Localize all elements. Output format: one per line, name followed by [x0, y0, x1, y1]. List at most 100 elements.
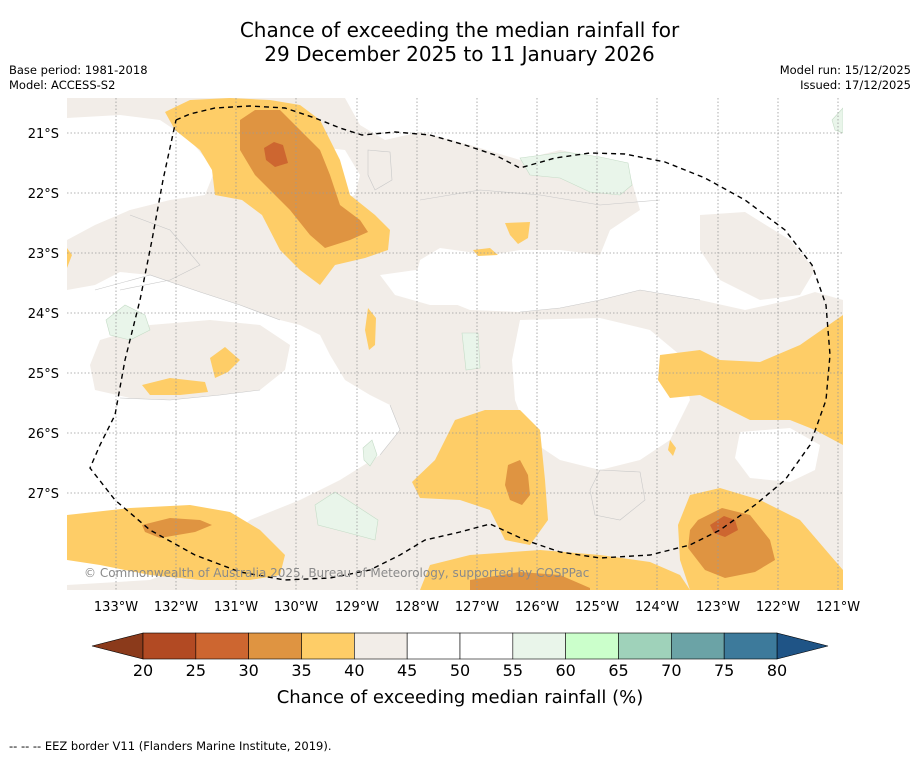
white-pocket-left — [115, 410, 205, 462]
lat-label-21: 21°S — [28, 127, 59, 142]
colorbar-segment — [565, 632, 619, 660]
map-title: Chance of exceeding the median rainfall … — [0, 18, 919, 66]
lon-label-127: 127°W — [455, 600, 499, 615]
colorbar-tick-label: 40 — [344, 661, 364, 680]
lon-label-133: 133°W — [94, 600, 138, 615]
lat-label-23: 23°S — [28, 247, 59, 262]
yellow-patch-2 — [210, 347, 240, 378]
colorbar-tick-label: 25 — [186, 661, 206, 680]
graticule — [67, 98, 843, 590]
colorbar: 20 25 30 35 40 45 50 55 60 65 70 75 80 Chance of exc… — [91, 632, 829, 708]
lat-label-27: 27°S — [28, 487, 59, 502]
map-panel: © Commonwealth of Australia 2025, Bureau… — [67, 98, 843, 590]
eez-border — [89, 105, 831, 581]
colorbar-segment — [459, 632, 514, 660]
yellow-patch-3 — [365, 308, 376, 350]
lon-label-125: 125°W — [575, 600, 619, 615]
lon-label-130: 130°W — [274, 600, 318, 615]
colorbar-labels: 20 25 30 35 40 45 50 55 60 65 70 75 80 — [133, 661, 787, 680]
beige-region-north — [67, 98, 843, 590]
lon-label-121: 121°W — [816, 600, 860, 615]
green-patch-small — [362, 439, 378, 467]
colorbar-tick-label: 35 — [291, 661, 311, 680]
contour-lines — [94, 149, 701, 521]
yellow-patch-1 — [142, 378, 208, 395]
colorbar-segments — [142, 632, 778, 660]
title-line-2: 29 December 2025 to 11 January 2026 — [264, 42, 655, 66]
lon-label-132: 132°W — [154, 600, 198, 615]
dark-orange-north — [264, 142, 288, 167]
yellow-region-south-center — [412, 410, 548, 545]
beige-region-east — [700, 212, 815, 300]
orange-region-south-center — [505, 460, 530, 505]
colorbar-tick-label: 70 — [661, 661, 681, 680]
model-run: Model run: 15/12/2025 — [779, 63, 911, 77]
band-40-45 — [67, 98, 843, 590]
white-pocket-east — [735, 428, 820, 482]
meta-right: Model run: 15/12/2025 Issued: 17/12/2025 — [780, 63, 911, 93]
colorbar-segment — [142, 632, 197, 660]
orange-region-southwest — [142, 518, 212, 538]
longitude-labels: 133°W 132°W 131°W 130°W 129°W 128°W 127°… — [94, 600, 860, 615]
colorbar-segment — [248, 632, 302, 660]
colorbar-segment — [671, 632, 725, 660]
orange-region-southeast — [688, 508, 775, 578]
colorbar-segment — [354, 632, 408, 660]
lat-label-22: 22°S — [28, 187, 59, 202]
white-pocket-middle — [380, 268, 490, 305]
green-patch-west — [105, 304, 151, 341]
green-patch-center — [461, 332, 481, 371]
lon-label-131: 131°W — [214, 600, 258, 615]
lat-label-25: 25°S — [28, 367, 59, 382]
lon-label-128: 128°W — [395, 600, 439, 615]
yellow-region-east — [658, 315, 843, 445]
lon-label-123: 123°W — [696, 600, 740, 615]
yellow-patch-7 — [668, 440, 676, 456]
contour-8 — [119, 214, 201, 291]
colorbar-tick-label: 55 — [503, 661, 523, 680]
colorbar-segment — [406, 632, 461, 660]
colorbar-segment — [195, 632, 249, 660]
colorbar-segment — [301, 632, 355, 660]
orange-region-south — [470, 572, 590, 590]
colorbar-tick-label: 20 — [133, 661, 153, 680]
latitude-labels: 21°S 22°S 23°S 24°S 25°S 26°S 27°S — [28, 127, 59, 502]
colorbar-segment — [723, 632, 778, 660]
contour-1 — [94, 274, 281, 321]
contour-5 — [367, 149, 393, 191]
green-patch-north — [519, 151, 633, 196]
contour-2 — [119, 389, 261, 401]
colorbar-segment — [512, 632, 566, 660]
copyright-text: © Commonwealth of Australia 2025, Bureau… — [84, 566, 589, 580]
green-patch-edge — [831, 107, 843, 134]
colorbar-tick-label: 65 — [608, 661, 628, 680]
colorbar-low-triangle — [91, 632, 144, 660]
colorbar-tick-label: 80 — [767, 661, 787, 680]
footer-note: -- -- -- EEZ border V11 (Flanders Marine… — [9, 739, 332, 753]
contour-4 — [379, 404, 401, 456]
colorbar-title: Chance of exceeding median rainfall (%) — [277, 687, 644, 708]
yellow-patch-4 — [505, 222, 530, 244]
green-patch-south — [314, 491, 379, 541]
band-55-60 — [105, 107, 843, 541]
colorbar-tick-label: 45 — [397, 661, 417, 680]
white-pocket-center — [512, 318, 690, 470]
contour-6 — [589, 469, 646, 521]
yellow-patch-5 — [473, 248, 498, 256]
lat-label-26: 26°S — [28, 427, 59, 442]
lon-label-122: 122°W — [756, 600, 800, 615]
lat-label-24: 24°S — [28, 307, 59, 322]
issued-date: Issued: 17/12/2025 — [800, 78, 911, 92]
base-period: Base period: 1981-2018 — [9, 63, 148, 77]
colorbar-tick-label: 50 — [450, 661, 470, 680]
lon-label-129: 129°W — [335, 600, 379, 615]
colorbar-tick-label: 75 — [714, 661, 734, 680]
model-name: Model: ACCESS-S2 — [9, 78, 116, 92]
lon-label-124: 124°W — [635, 600, 679, 615]
colorbar-tick-label: 60 — [555, 661, 575, 680]
colorbar-tick-label: 30 — [238, 661, 258, 680]
colorbar-high-triangle — [776, 632, 829, 660]
meta-left: Base period: 1981-2018 Model: ACCESS-S2 — [9, 63, 148, 93]
contour-3 — [519, 289, 701, 313]
